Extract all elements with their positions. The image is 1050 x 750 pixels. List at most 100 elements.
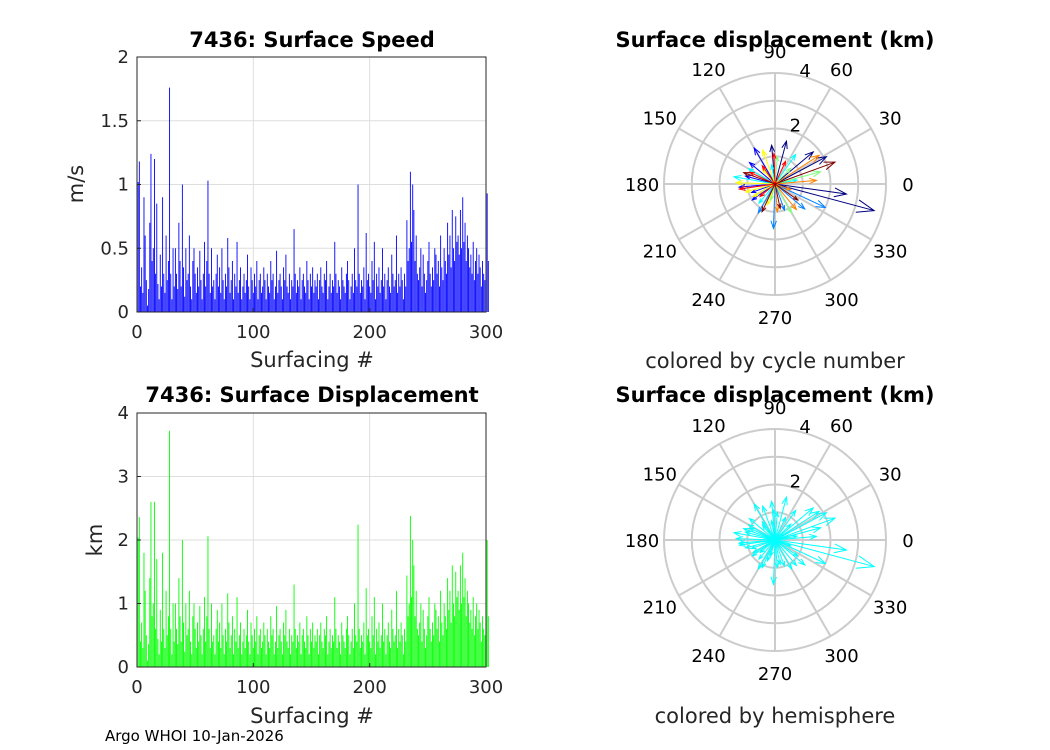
polar2-vector (761, 539, 776, 569)
disp-bars (137, 430, 489, 667)
polar2-vector (774, 539, 799, 557)
polar2-vectors (732, 495, 876, 586)
polar2-vector (774, 539, 876, 569)
polar1-vector (774, 154, 780, 185)
polar1-radius-label: 4 (799, 61, 810, 82)
polar2-spoke (774, 483, 872, 541)
polar2-vector (774, 533, 818, 541)
speed-xtick-label: 300 (469, 322, 503, 343)
footer-credit: Argo WHOI 10-Jan-2026 (105, 727, 284, 745)
polar1-vector (752, 183, 776, 198)
disp-ylabel: km (83, 524, 107, 557)
polar1-vector (744, 183, 776, 193)
polar1-angle-label: 0 (902, 175, 913, 196)
polar2-vector (737, 539, 776, 547)
polar2-chart: Surface displacement (km) 0 30 60 90 120 150 1… (615, 383, 934, 728)
polar1-vectors (732, 139, 876, 230)
polar1-vector (774, 161, 837, 185)
disp-xtick-label: 100 (236, 677, 270, 698)
polar2-vector (770, 539, 777, 586)
speed-ytick-label: 1 (118, 175, 129, 196)
polar1-vector (774, 183, 785, 212)
polar2-vector (774, 516, 787, 541)
speed-ylabel: m/s (64, 165, 88, 203)
polar2-vector (774, 539, 827, 565)
disp-ytick-label: 4 (118, 403, 129, 424)
polar1-vector (774, 155, 828, 185)
speed-ytick-label: 0.5 (100, 238, 129, 259)
polar1-angle-label: 150 (643, 109, 677, 130)
polar1-vector (774, 153, 797, 185)
speed-chart: 7436: Surface Speed 0 100 200 30000.511.52 … (64, 28, 503, 372)
polar2-vector (774, 523, 792, 541)
polar2-vector (774, 526, 822, 541)
disp-ytick-label: 3 (118, 467, 129, 488)
polar2-vector (774, 539, 793, 547)
polar1-angle-label: 120 (691, 60, 725, 81)
polar1-vector (774, 183, 799, 201)
polar1-vector (774, 183, 798, 211)
polar1-vector (748, 161, 776, 185)
polar1-vector (774, 183, 806, 210)
polar2-angle-label: 270 (758, 664, 792, 685)
polar2-vector (774, 509, 797, 541)
polar1-spoke (774, 87, 832, 185)
polar1-vector (737, 183, 776, 191)
polar2-vector (774, 510, 780, 541)
polar1-vector (774, 183, 780, 214)
polar1-angle-label: 90 (764, 42, 787, 63)
disp-xtick-label: 300 (469, 677, 503, 698)
polar2-vector (774, 511, 828, 541)
polar1-angle-label: 30 (879, 109, 902, 130)
polar1-vector (774, 183, 793, 191)
polar1-vector (771, 152, 777, 185)
disp-xtick-label: 200 (352, 677, 386, 698)
polar2-vector (774, 539, 785, 568)
polar1-vector (759, 183, 776, 198)
polar1-vector (774, 139, 788, 185)
polar1-vector (742, 172, 776, 185)
polar2-vector (774, 539, 806, 566)
polar1-angle-label: 270 (758, 308, 792, 329)
polar2-vector (774, 517, 837, 541)
polar1-spoke (774, 183, 872, 241)
polar2-angle-label: 120 (691, 416, 725, 437)
polar1-angle-label: 330 (873, 242, 907, 263)
polar1-vector (774, 183, 827, 209)
polar2-vector (734, 536, 776, 542)
speed-ytick-label: 2 (118, 47, 129, 68)
speed-bars (137, 87, 489, 312)
polar1-vector (761, 183, 776, 213)
polar1-vector (758, 183, 776, 205)
polar1-vector (774, 160, 787, 185)
polar2-vector (771, 508, 777, 541)
polar2-angle-label: 210 (643, 598, 677, 619)
polar1-vector (770, 183, 777, 230)
polar2-vector (761, 520, 776, 541)
polar2-vector (748, 517, 776, 541)
polar1-angle-label: 180 (625, 175, 659, 196)
polar1-vector (774, 183, 782, 210)
polar2-vector (759, 539, 776, 554)
polar2-vector (774, 539, 793, 571)
disp-ytick-label: 0 (118, 657, 129, 678)
polar2-vector (774, 539, 848, 554)
polar2-angle-label: 240 (691, 646, 725, 667)
speed-xtick-label: 200 (352, 322, 386, 343)
polar1-vector (774, 177, 818, 185)
speed-xlabel: Surfacing # (250, 348, 374, 372)
polar2-angle-label: 60 (830, 416, 853, 437)
polar1-vector (774, 154, 821, 185)
polar1-vector (734, 180, 776, 186)
polar1-vector (774, 183, 793, 215)
polar1-vector (761, 164, 776, 185)
polar1-vector (753, 146, 776, 185)
speed-xtick-label: 0 (131, 322, 142, 343)
polar2-xlabel: colored by hemisphere (655, 704, 896, 728)
polar1-angle-label: 60 (830, 60, 853, 81)
polar1-vector (762, 148, 776, 185)
polar2-angle-label: 330 (873, 598, 907, 619)
polar2-angle-label: 300 (824, 646, 858, 667)
polar2-angle-label: 30 (879, 465, 902, 486)
